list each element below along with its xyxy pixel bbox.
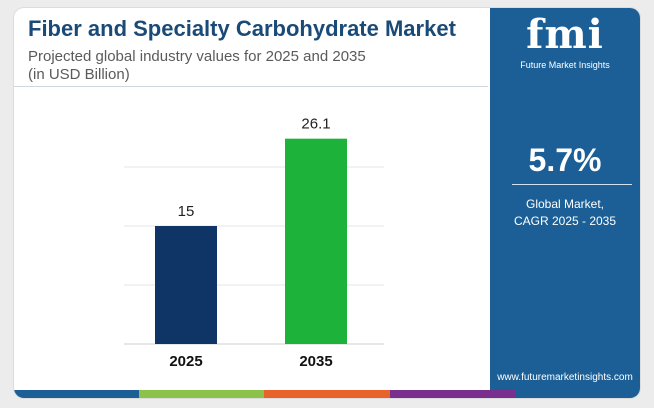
sidebar-panel: fmi Future Market Insights 5.7% Global M… xyxy=(490,8,640,390)
chart-title: Fiber and Specialty Carbohydrate Market xyxy=(28,16,456,41)
bottom-bar-segment xyxy=(264,390,390,398)
fmi-logo: fmi Future Market Insights xyxy=(490,11,640,71)
bottom-bar-segment xyxy=(139,390,265,398)
logo-subtitle: Future Market Insights xyxy=(520,60,610,70)
x-tick-2035: 2035 xyxy=(299,353,332,370)
bottom-color-bar xyxy=(14,390,640,398)
subtitle-line-1: Projected global industry values for 202… xyxy=(28,48,366,65)
bar-2035 xyxy=(285,138,347,344)
subtitle-line-2: (in USD Billion) xyxy=(28,66,130,83)
cagr-label-line-1: Global Market, xyxy=(525,197,605,211)
cagr-label: Global Market, CAGR 2025 - 2035 xyxy=(490,196,640,230)
x-tick-2025: 2025 xyxy=(169,353,202,370)
bottom-bar-segment xyxy=(514,390,640,398)
header-divider xyxy=(14,86,488,87)
cagr-value: 5.7% xyxy=(528,142,602,178)
infographic-card: Fiber and Specialty Carbohydrate Market … xyxy=(14,8,640,398)
bar-2025 xyxy=(155,226,217,344)
bar-chart: 15 2025 26.1 2035 xyxy=(124,116,384,370)
bottom-bar-segment xyxy=(389,390,515,398)
cagr-divider xyxy=(512,184,632,185)
bottom-bar-segment xyxy=(14,390,140,398)
data-label-2025: 15 xyxy=(178,203,195,220)
website-link[interactable]: www.futuremarketinsights.com xyxy=(497,372,633,383)
cagr-label-line-2: CAGR 2025 - 2035 xyxy=(513,214,617,228)
data-label-2035: 26.1 xyxy=(301,116,330,133)
logo-text: fmi xyxy=(526,11,604,58)
chart-subtitle: Projected global industry values for 202… xyxy=(28,48,366,84)
